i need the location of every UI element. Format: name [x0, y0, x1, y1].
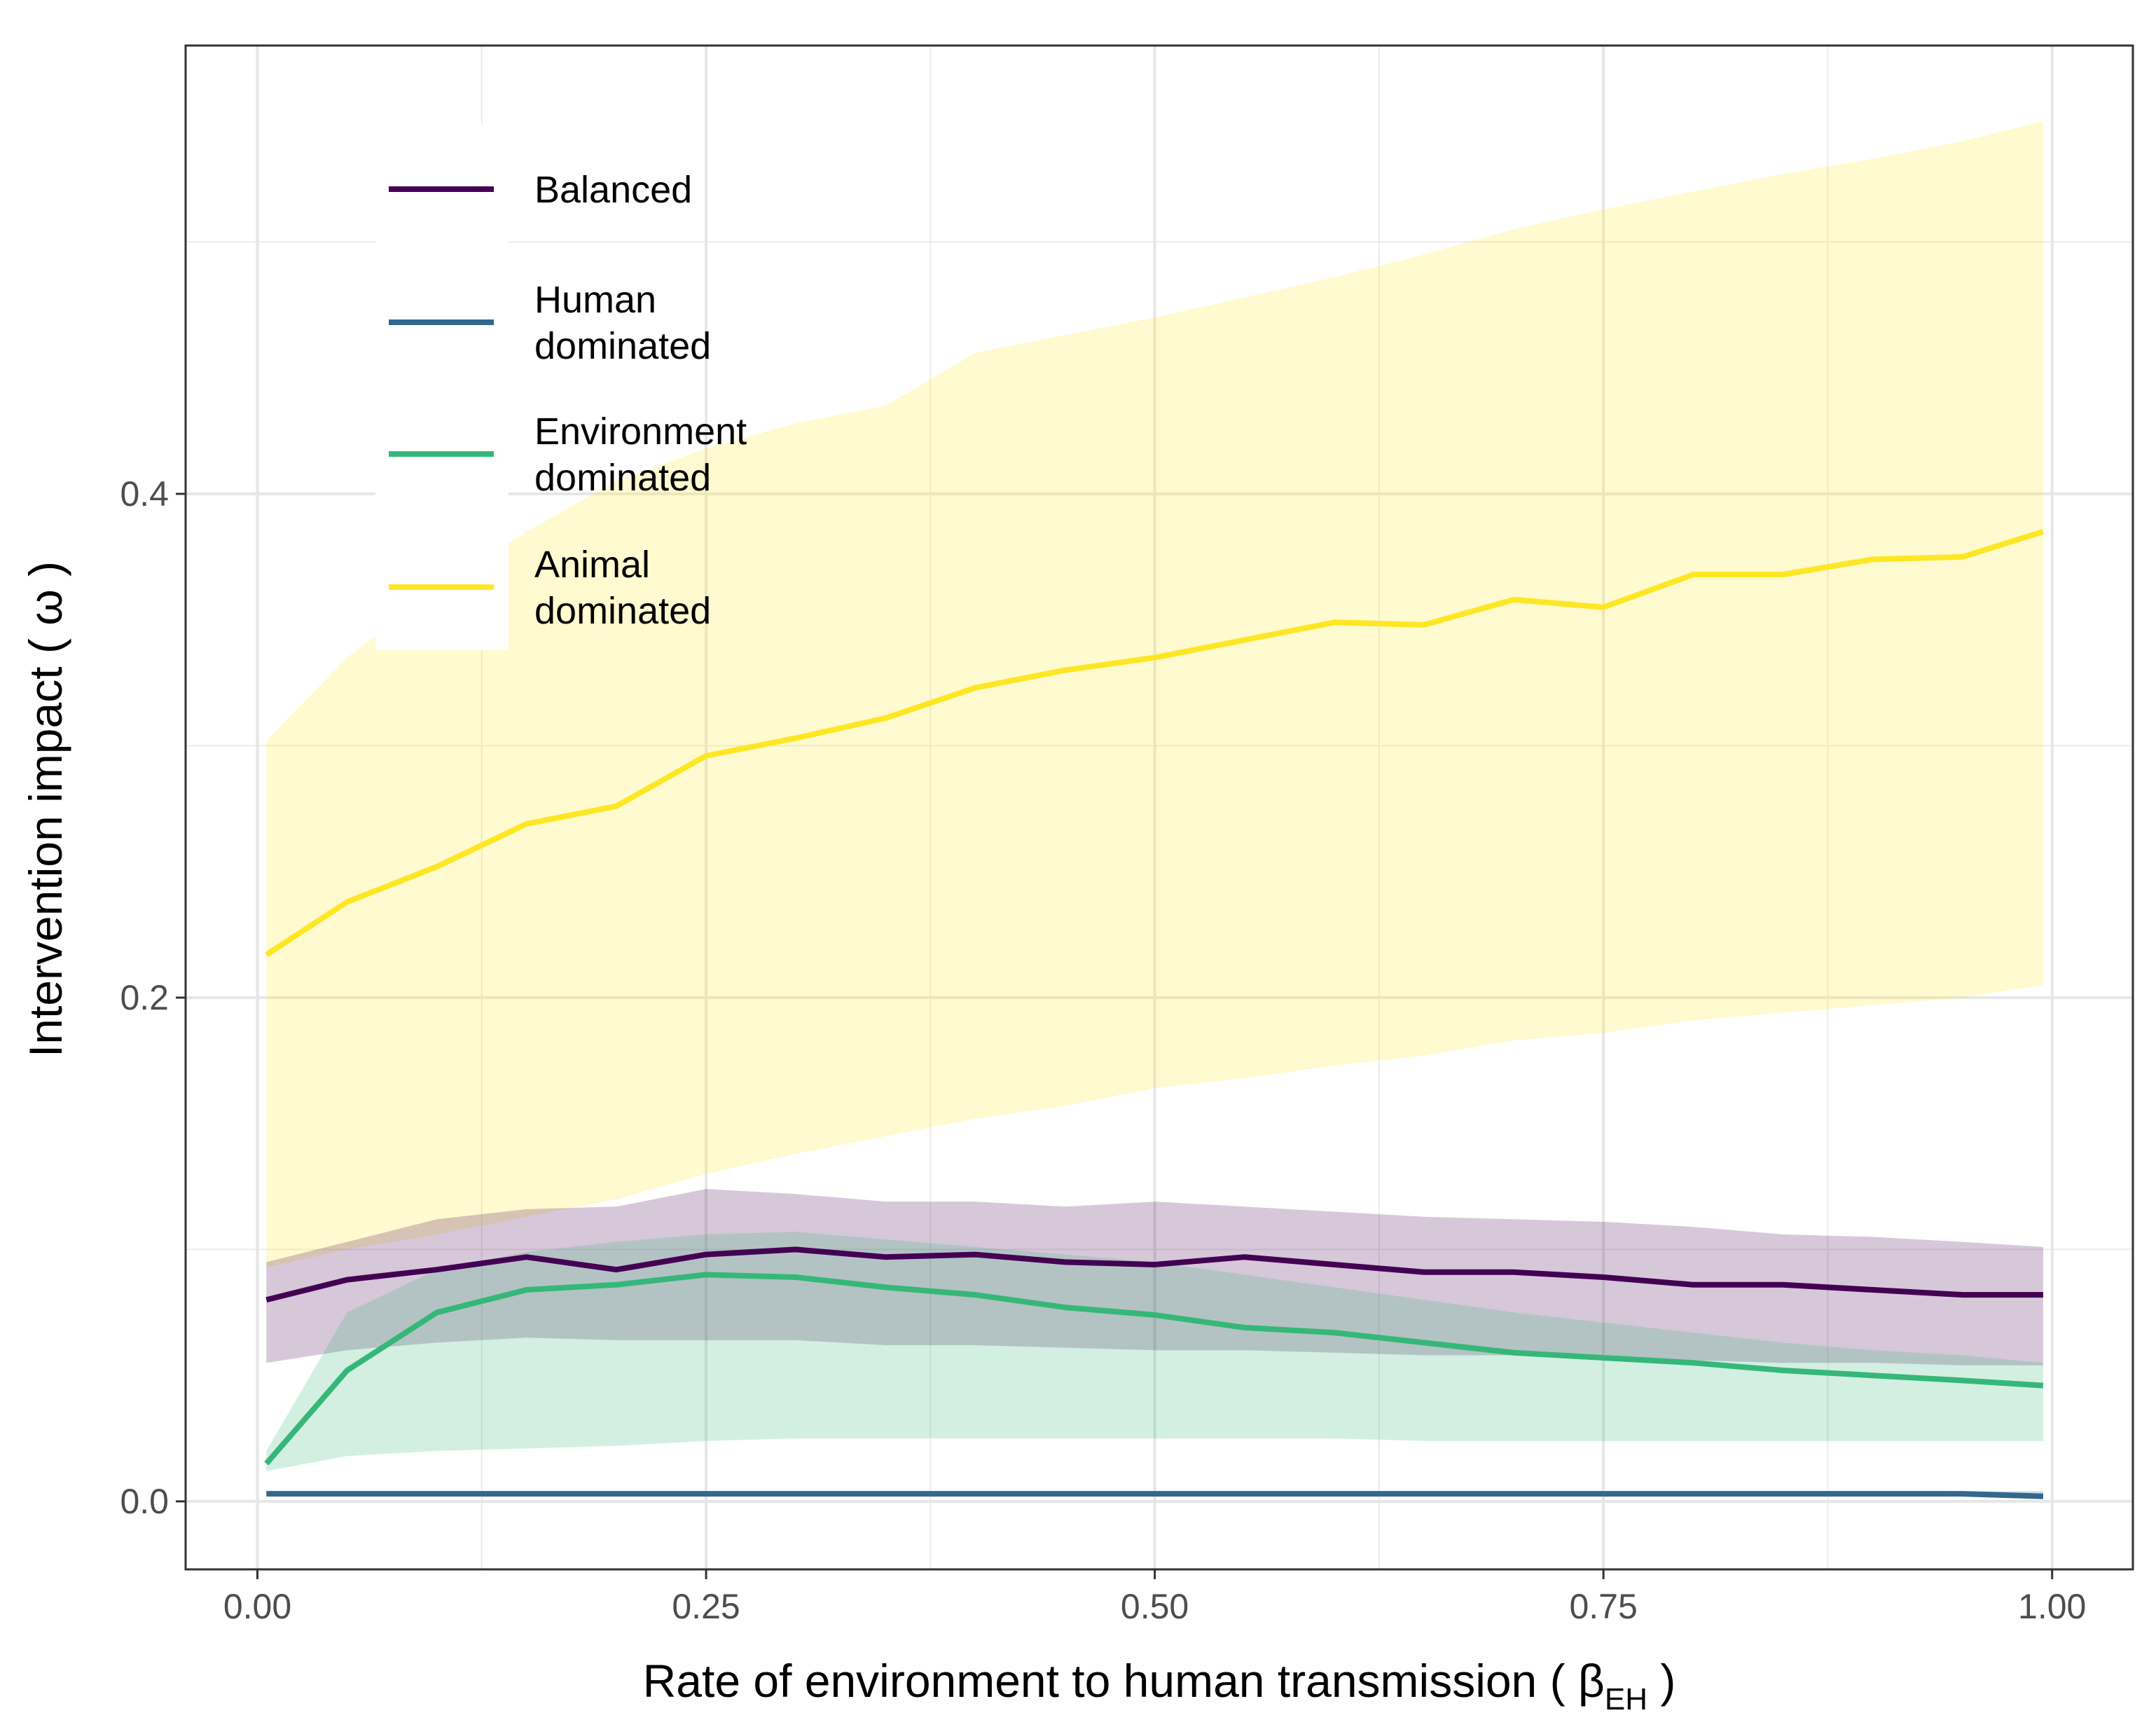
balanced-band — [266, 1189, 2043, 1365]
legend-label-balanced: Balanced — [534, 169, 692, 211]
x-axis-title-subscript: EH — [1605, 1682, 1647, 1716]
legend-label-line: Human — [534, 279, 656, 321]
legend-label-line: Environment — [534, 411, 747, 453]
animal-dominated-line — [265, 528, 2045, 958]
x-tick-label: 0.75 — [1569, 1587, 1637, 1626]
human-dominated-line — [266, 1491, 2044, 1499]
legend-label-human-dominated: Human dominated — [534, 279, 711, 367]
x-axis-title-main: Rate of environment to human transmissio… — [643, 1655, 1605, 1707]
legend-item-animal-dominated: Animal dominated — [389, 544, 711, 632]
legend-item-environment-dominated: Environment dominated — [389, 411, 747, 499]
legend-item-human-dominated: Human dominated — [389, 279, 711, 367]
animal-dominated-band — [266, 121, 2043, 1267]
legend-label-line: dominated — [534, 325, 711, 367]
y-axis-title: Intervention impact ( ω ) — [20, 561, 71, 1057]
y-tick-label: 0.4 — [120, 474, 169, 514]
environment-dominated-band — [266, 1232, 2043, 1471]
y-tick-label: 0.2 — [120, 978, 169, 1017]
legend-label-line: Balanced — [534, 169, 692, 211]
y-tick-label: 0.0 — [120, 1482, 169, 1521]
legend-label-environment-dominated: Environment dominated — [534, 411, 747, 499]
x-axis-title-end: ) — [1647, 1655, 1675, 1707]
legend-label-line: dominated — [534, 457, 711, 499]
legend-item-balanced: Balanced — [389, 169, 692, 211]
x-tick-label: 0.00 — [223, 1587, 291, 1626]
x-tick-label: 1.00 — [2018, 1587, 2086, 1626]
series-lines — [264, 528, 2045, 1499]
legend-background — [375, 125, 509, 650]
balanced-line — [265, 1246, 2043, 1303]
plot-panel-border — [184, 44, 2134, 1571]
x-tick-label: 0.50 — [1121, 1587, 1189, 1626]
axes: 0.00 0.25 0.50 0.75 1.00 0.0 0.2 0.4 — [120, 474, 2086, 1626]
legend-label-animal-dominated: Animal dominated — [534, 544, 711, 632]
legend-label-line: dominated — [534, 590, 711, 632]
x-tick-label: 0.25 — [672, 1587, 740, 1626]
x-axis-title: Rate of environment to human transmissio… — [643, 1655, 1676, 1716]
legend-label-line: Animal — [534, 544, 650, 586]
environment-dominated-line — [264, 1272, 2044, 1466]
